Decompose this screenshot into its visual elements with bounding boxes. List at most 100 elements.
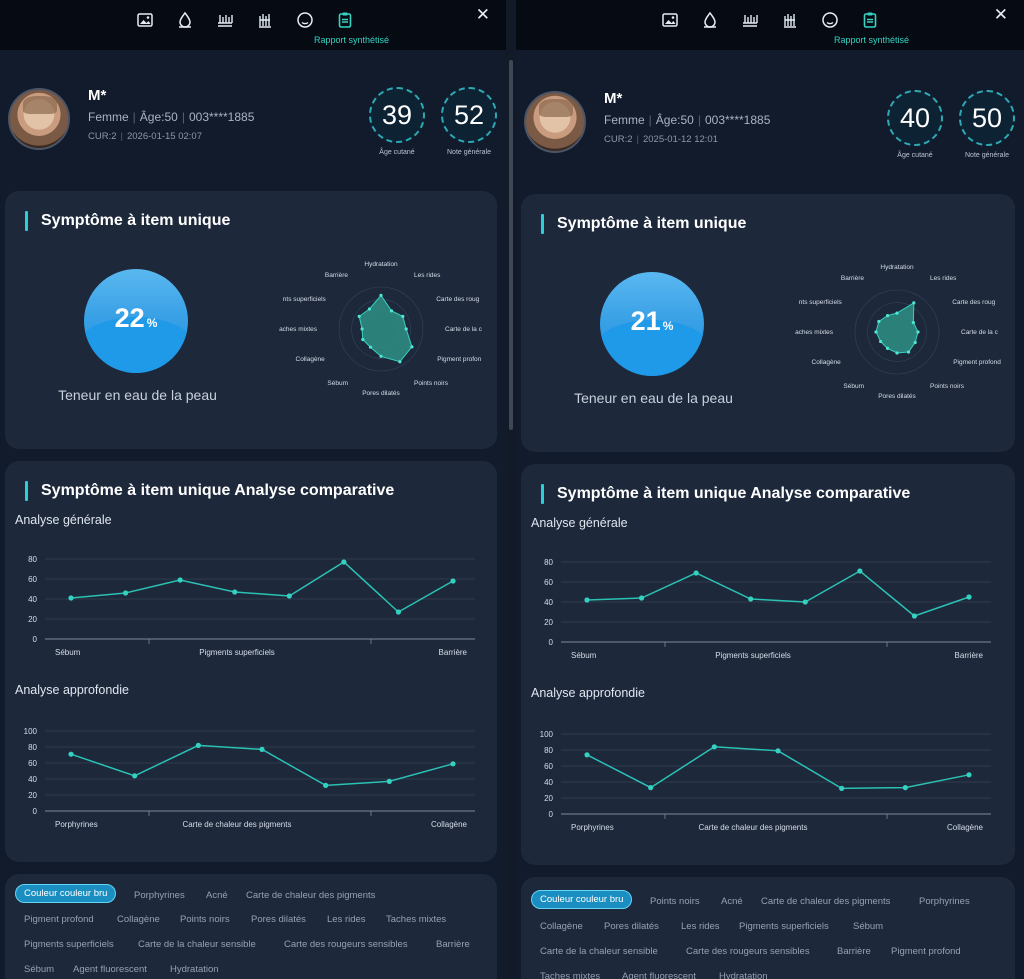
droplet-icon[interactable] <box>700 10 720 30</box>
radar-point <box>398 360 402 364</box>
droplet-icon[interactable] <box>175 10 195 30</box>
radar-chart: Hydratation Les rides Carte des roug Carte … <box>795 264 1001 400</box>
comparative-title: Symptôme à item unique Analyse comparati… <box>541 484 910 504</box>
comb-icon[interactable] <box>740 10 760 30</box>
face-icon[interactable] <box>295 10 315 30</box>
toolbar-icons <box>0 10 498 30</box>
radar-point <box>879 339 883 344</box>
single-item-card: Symptôme à item unique 22% Teneur en eau d… <box>5 191 497 449</box>
comb-icon[interactable] <box>215 10 235 30</box>
tag-item[interactable]: Pigment profond <box>891 946 961 957</box>
tag-item[interactable]: Carte des rougeurs sensibles <box>686 946 810 957</box>
active-tab-label[interactable]: Rapport synthétisé <box>834 35 910 45</box>
tag-item[interactable]: Carte des rougeurs sensibles <box>284 939 408 950</box>
x-tick-label: Carte de chaleur des pigments <box>699 823 808 832</box>
separator: | <box>181 110 185 124</box>
data-point <box>748 596 754 602</box>
symptom-tag-list: Couleur couleur bru Porphyrines Acné Carte … <box>5 874 497 979</box>
tag-item[interactable]: Porphyrines <box>919 896 970 907</box>
tag-item[interactable]: Sébum <box>24 964 55 975</box>
tag-item[interactable]: Pores dilatés <box>251 914 306 925</box>
tag-item[interactable]: Porphyrines <box>134 890 185 901</box>
skin-age-score: 39 <box>369 87 425 143</box>
water-wave <box>84 317 188 373</box>
image-icon[interactable] <box>660 10 680 30</box>
radar-point <box>361 337 365 342</box>
tag-item[interactable]: Collagène <box>117 914 160 925</box>
face-icon[interactable] <box>820 10 840 30</box>
active-tab-label[interactable]: Rapport synthétisé <box>314 35 390 45</box>
x-tick-label: Barrière <box>439 648 468 657</box>
radar-point <box>877 319 881 324</box>
tag-item[interactable]: Les rides <box>681 921 720 932</box>
tag-item[interactable]: Hydratation <box>719 971 768 979</box>
radar-point <box>367 307 372 311</box>
tag-item[interactable]: Carte de chaleur des pigments <box>761 896 891 907</box>
tag-selected[interactable]: Couleur couleur bru <box>531 890 633 909</box>
session-info: CUR:2 | 2026-01-15 02:07 <box>88 131 202 142</box>
tag-selected[interactable]: Couleur couleur bru <box>15 884 117 903</box>
patient-age: Âge:50 <box>139 110 178 124</box>
patient-phone: 003****1885 <box>188 110 255 124</box>
tag-item[interactable]: Taches mixtes <box>540 971 601 979</box>
data-point <box>966 594 972 600</box>
data-point <box>902 785 908 791</box>
tag-item[interactable]: Taches mixtes <box>386 914 447 925</box>
brush-icon[interactable] <box>780 10 800 30</box>
radar-label: Carte des roug <box>952 299 995 306</box>
tag-item[interactable]: Agent fluorescent <box>622 971 696 979</box>
patient-phone: 003****1885 <box>704 113 771 127</box>
close-icon[interactable]: ✕ <box>993 5 1008 24</box>
clipboard-icon[interactable] <box>335 10 355 30</box>
tag-item[interactable]: Collagène <box>540 921 583 932</box>
y-tick-label: 0 <box>33 635 38 644</box>
tag-item[interactable]: Pigment profond <box>24 914 94 925</box>
tag-item[interactable]: Points noirs <box>650 896 700 907</box>
water-percent-value: 21 <box>630 306 661 336</box>
comparative-analysis-card: Symptôme à item unique Analyse comparati… <box>521 464 1015 865</box>
separator: | <box>697 113 701 127</box>
tag-item[interactable]: Acné <box>206 890 228 901</box>
general-analysis-chart: 0 20 40 60 80 Sébum Pigments superficiels Barri… <box>28 555 475 657</box>
tag-item[interactable]: Barrière <box>837 946 871 957</box>
tag-item[interactable]: Sébum <box>853 921 884 932</box>
radar-ring <box>854 289 940 375</box>
comparative-title-text: Symptôme à item unique Analyse comparati… <box>557 485 911 502</box>
tag-item[interactable]: Agent fluorescent <box>73 964 147 975</box>
image-icon[interactable] <box>135 10 155 30</box>
single-item-title: Symptôme à item unique <box>541 214 746 234</box>
tag-item[interactable]: Carte de chaleur des pigments <box>246 890 376 901</box>
tag-item[interactable]: Barrière <box>436 939 470 950</box>
radar-point <box>895 351 899 355</box>
patient-name: M* <box>88 87 107 104</box>
tag-item[interactable]: Pigments superficiels <box>739 921 829 932</box>
overall-score: 50 <box>959 90 1015 146</box>
general-analysis-chart: 0 20 40 60 80 Sébum Pigments superficiels Barri… <box>544 558 991 660</box>
y-tick-label: 100 <box>540 730 554 739</box>
tag-item[interactable]: Les rides <box>327 914 366 925</box>
scrollbar[interactable] <box>509 60 513 430</box>
radar-label: Pores dilatés <box>362 390 400 397</box>
brush-icon[interactable] <box>255 10 275 30</box>
water-content-caption: Teneur en eau de la peau <box>58 387 217 403</box>
tag-item[interactable]: Carte de la chaleur sensible <box>540 946 658 957</box>
y-tick-label: 100 <box>24 727 38 736</box>
tag-item[interactable]: Pigments superficiels <box>24 939 114 950</box>
radar-point <box>906 350 911 354</box>
deep-analysis-chart: 0 20 40 60 80 100 Porphyrines Carte de chaleur … <box>540 730 991 832</box>
tag-item[interactable]: Hydratation <box>170 964 219 975</box>
data-point <box>286 593 292 599</box>
deep-analysis-chart: 0 20 40 60 80 100 Porphyrines Carte de chaleur … <box>24 727 475 829</box>
radar-label: aches mixtes <box>279 326 318 333</box>
tag-item[interactable]: Points noirs <box>180 914 230 925</box>
data-point <box>693 570 699 576</box>
clipboard-icon[interactable] <box>860 10 880 30</box>
y-tick-label: 20 <box>544 618 553 627</box>
water-content-gauge: 21% <box>600 272 704 376</box>
close-icon[interactable]: ✕ <box>475 5 490 24</box>
tag-item[interactable]: Pores dilatés <box>604 921 659 932</box>
tag-item[interactable]: Acné <box>721 896 743 907</box>
report-panel: Rapport synthétisé ✕ M* Femme | Âge:50 | 003***… <box>516 0 1024 979</box>
title-accent-bar <box>25 481 28 501</box>
tag-item[interactable]: Carte de la chaleur sensible <box>138 939 256 950</box>
